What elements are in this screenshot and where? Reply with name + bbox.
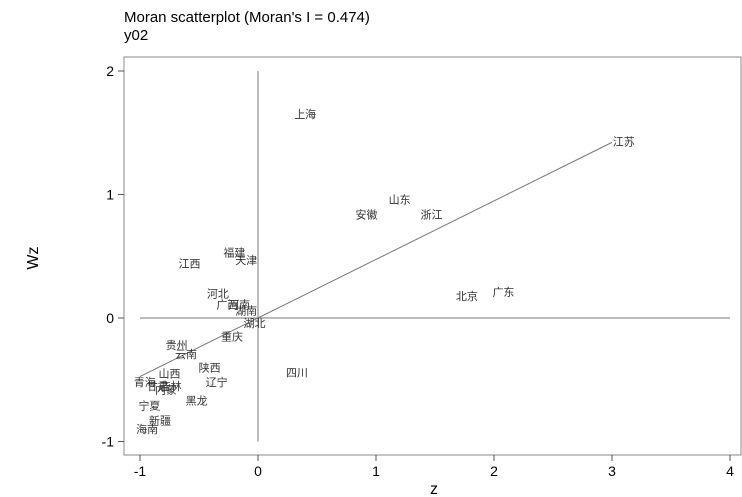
point-label: 山西	[159, 368, 181, 381]
regression-line	[139, 141, 613, 377]
x-tick-label: -1	[134, 463, 147, 479]
point-label: 湖北	[243, 317, 265, 330]
point-label: 广东	[492, 286, 514, 299]
point-label: 云南	[175, 348, 197, 361]
point-label: 江苏	[613, 135, 635, 148]
y-tick-label: 1	[106, 187, 114, 203]
y-tick-label: -1	[102, 434, 115, 450]
x-tick-label: 0	[254, 463, 262, 479]
x-axis-title: z	[430, 481, 438, 497]
point-label: 海南	[136, 422, 158, 436]
point-label: 北京	[456, 289, 478, 303]
point-label: 新疆	[149, 414, 171, 428]
point-label: 浙江	[420, 208, 442, 221]
point-label: 甘肃	[147, 380, 169, 393]
point-label: 贵州	[166, 339, 188, 352]
x-tick-label: 4	[726, 463, 734, 479]
point-label: 河北	[207, 287, 229, 300]
point-label: 青海	[134, 375, 156, 389]
point-label: 黑龙	[186, 395, 208, 408]
point-label: 广西	[216, 298, 238, 311]
x-tick-label: 3	[608, 463, 616, 479]
chart-title: Moran scatterplot (Moran's I = 0.474)	[124, 9, 370, 26]
point-label: 天津	[235, 254, 257, 267]
y-tick-label: 2	[106, 63, 114, 79]
point-label: 安徽	[356, 207, 378, 221]
x-tick-label: 2	[490, 463, 498, 479]
point-label: 山东	[389, 193, 411, 206]
point-label: 江西	[179, 258, 201, 271]
point-label: 福建	[223, 246, 245, 260]
y-axis-title: Wz	[25, 246, 42, 269]
plot-frame	[123, 56, 742, 456]
x-tick-label: 1	[372, 463, 380, 479]
point-label: 内蒙	[155, 383, 177, 397]
point-label: 河南	[228, 298, 250, 311]
point-label: 吉林	[160, 379, 182, 393]
point-label: 辽宁	[206, 375, 228, 389]
point-label: 宁夏	[138, 399, 160, 413]
chart-subtitle: y02	[124, 27, 149, 44]
point-label: 上海	[294, 107, 316, 121]
point-label: 重庆	[221, 330, 243, 344]
point-label: 湖南	[235, 305, 257, 318]
y-tick-label: 0	[106, 310, 114, 326]
point-label: 四川	[286, 366, 308, 379]
point-label: 陕西	[199, 360, 221, 374]
